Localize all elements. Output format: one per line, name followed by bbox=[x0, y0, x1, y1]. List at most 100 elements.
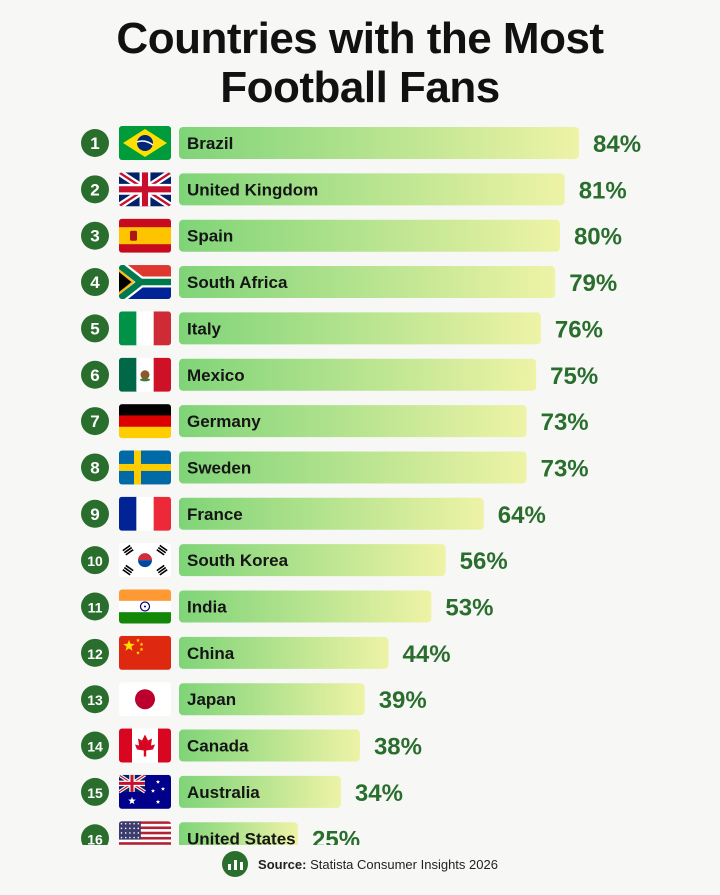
category-label: Brazil bbox=[187, 134, 233, 153]
rank-label: 10 bbox=[87, 553, 103, 569]
bar-row: 4 South Africa 79% bbox=[81, 265, 617, 300]
rank-label: 4 bbox=[90, 273, 100, 292]
bar-row: 1 Brazil 84% bbox=[81, 126, 641, 160]
bar bbox=[179, 358, 537, 391]
rank-badge bbox=[81, 824, 109, 845]
rank-label: 13 bbox=[87, 692, 103, 708]
spain-flag-icon bbox=[119, 218, 171, 253]
title-line: Football Fans bbox=[220, 63, 500, 112]
chart-title: Countries with the Most Football Fans bbox=[0, 14, 720, 112]
rank-badge bbox=[81, 360, 109, 389]
rank-label: 8 bbox=[90, 458, 99, 477]
bar bbox=[179, 822, 299, 845]
value-label: 34% bbox=[355, 780, 403, 807]
bar-row: 12 China 44% bbox=[81, 635, 451, 670]
bar-row: 13 Japan 39% bbox=[81, 682, 427, 717]
rank-label: 14 bbox=[87, 739, 103, 755]
bar bbox=[179, 683, 365, 716]
rank-label: 7 bbox=[90, 412, 99, 431]
value-label: 73% bbox=[541, 455, 589, 482]
rank-badge bbox=[81, 685, 109, 714]
bar-row: 10 South Korea 56% bbox=[81, 543, 508, 578]
value-label: 25% bbox=[312, 826, 360, 845]
source-line: Source: Statista Consumer Insights 2026 bbox=[0, 851, 720, 877]
value-label: 64% bbox=[498, 502, 546, 529]
rank-badge bbox=[81, 592, 109, 621]
australia-flag-icon bbox=[119, 774, 171, 809]
rank-badge bbox=[81, 546, 109, 575]
category-label: United States bbox=[187, 829, 296, 845]
rank-badge bbox=[81, 407, 109, 436]
rank-label: 11 bbox=[88, 600, 103, 616]
bar-row: 15 Australia 34% bbox=[81, 774, 403, 809]
value-label: 44% bbox=[403, 641, 451, 668]
rank-badge bbox=[81, 129, 109, 157]
category-label: Italy bbox=[187, 319, 222, 338]
bar-row: 3 Spain 80% bbox=[81, 218, 622, 253]
value-label: 84% bbox=[593, 131, 641, 158]
bar-row: 5 Italy 76% bbox=[81, 311, 603, 346]
value-label: 81% bbox=[579, 177, 627, 204]
bar bbox=[179, 266, 556, 299]
bar-chart-icon bbox=[222, 851, 249, 877]
rank-label: 16 bbox=[87, 831, 103, 845]
rank-label: 15 bbox=[87, 785, 103, 801]
category-label: Spain bbox=[187, 227, 233, 246]
category-label: Australia bbox=[187, 783, 260, 802]
south-africa-flag-icon bbox=[119, 265, 171, 300]
title-line: Countries with the Most bbox=[116, 14, 604, 63]
bar-row: 14 Canada 38% bbox=[81, 728, 422, 763]
bar-row: 2 United Kingdom 81% bbox=[81, 172, 627, 207]
bar bbox=[179, 219, 560, 252]
rank-label: 6 bbox=[90, 366, 99, 385]
category-label: Canada bbox=[187, 737, 249, 756]
category-label: China bbox=[187, 644, 235, 663]
category-label: Germany bbox=[187, 412, 261, 431]
category-label: India bbox=[187, 598, 227, 617]
value-label: 75% bbox=[550, 363, 598, 390]
value-label: 79% bbox=[569, 270, 617, 297]
value-label: 76% bbox=[555, 316, 603, 343]
bar bbox=[179, 729, 360, 762]
mexico-flag-icon bbox=[119, 357, 171, 392]
value-label: 53% bbox=[445, 595, 493, 622]
bar-row: 11 India 53% bbox=[81, 589, 493, 624]
bar-row: 16 United States 25% bbox=[81, 821, 360, 845]
value-label: 56% bbox=[460, 548, 508, 575]
value-label: 38% bbox=[374, 734, 422, 761]
bar bbox=[179, 636, 389, 669]
uk-flag-icon bbox=[119, 172, 171, 207]
bar-row: 7 Germany 73% bbox=[81, 404, 589, 439]
value-label: 39% bbox=[379, 687, 427, 714]
rank-label: 5 bbox=[90, 319, 99, 338]
rank-badge bbox=[81, 777, 109, 806]
value-label: 80% bbox=[574, 224, 622, 251]
rank-label: 3 bbox=[90, 227, 99, 246]
india-flag-icon bbox=[119, 589, 171, 624]
bar bbox=[179, 544, 446, 577]
rank-badge bbox=[81, 453, 109, 482]
bar bbox=[179, 127, 579, 159]
bar-row: 9 France 64% bbox=[81, 496, 546, 531]
rank-badge bbox=[81, 314, 109, 343]
category-label: South Korea bbox=[187, 551, 289, 570]
bar-row: 6 Mexico 75% bbox=[81, 357, 598, 392]
bar bbox=[179, 497, 484, 530]
bar bbox=[179, 405, 527, 438]
south-korea-flag-icon bbox=[119, 543, 171, 578]
usa-flag-icon bbox=[119, 821, 171, 845]
japan-flag-icon bbox=[119, 682, 171, 717]
category-label: France bbox=[187, 505, 243, 524]
category-label: Mexico bbox=[187, 366, 245, 385]
rank-label: 9 bbox=[90, 505, 99, 524]
category-label: United Kingdom bbox=[187, 180, 318, 199]
rank-badge bbox=[81, 221, 109, 250]
bar-row: 8 Sweden 73% bbox=[81, 450, 589, 485]
category-label: Sweden bbox=[187, 458, 251, 477]
category-label: South Africa bbox=[187, 273, 288, 292]
bar bbox=[179, 775, 341, 808]
germany-flag-icon bbox=[119, 404, 171, 439]
rank-badge bbox=[81, 175, 109, 204]
bar bbox=[179, 590, 432, 623]
rank-badge bbox=[81, 638, 109, 667]
